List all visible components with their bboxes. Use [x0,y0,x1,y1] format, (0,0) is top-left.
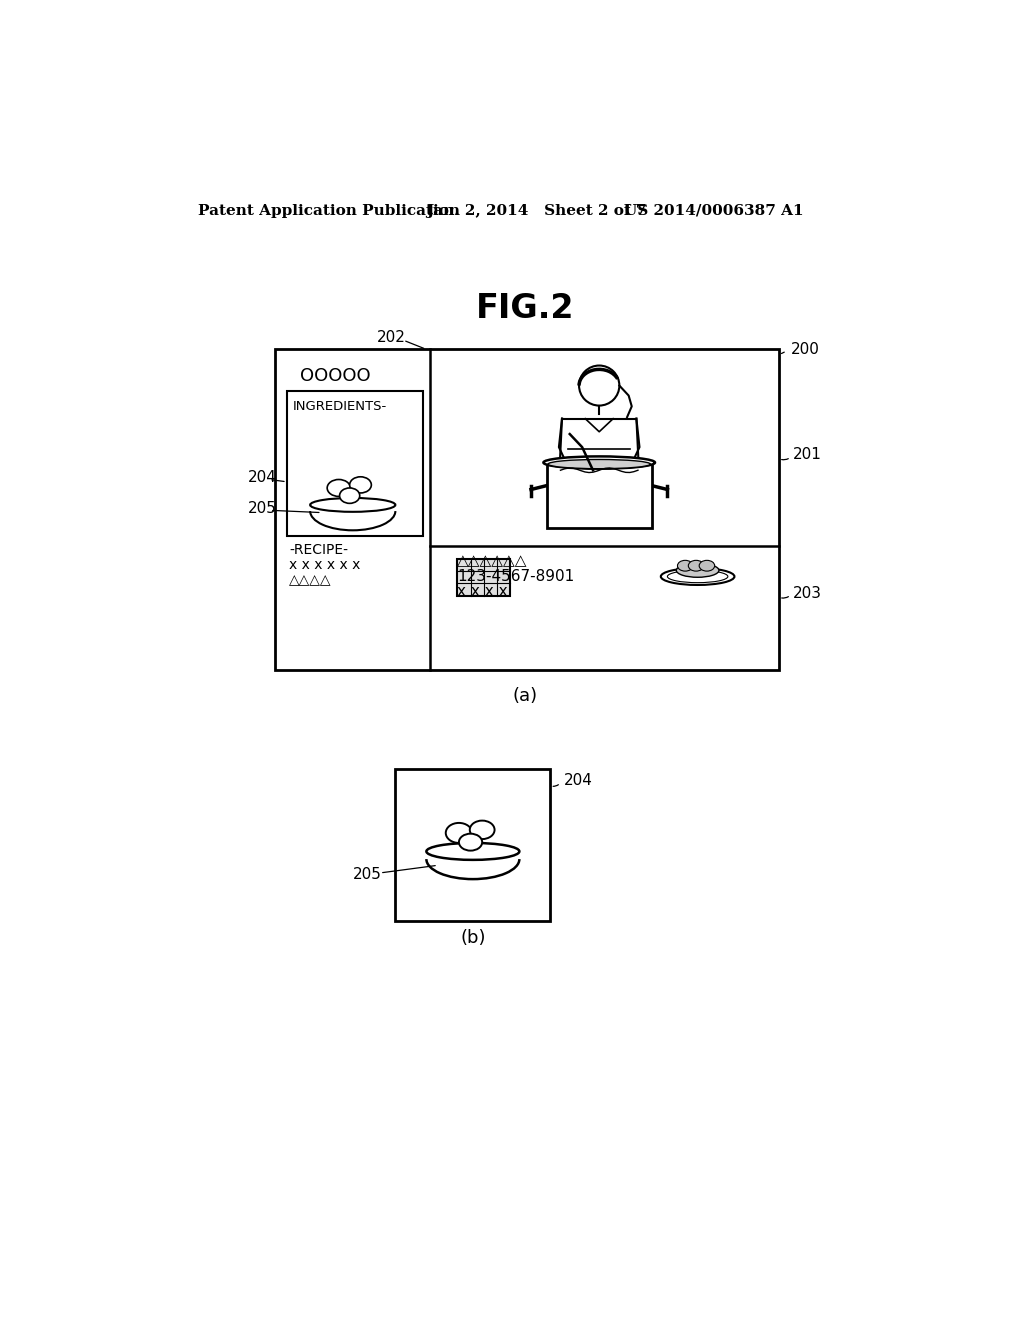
Ellipse shape [459,834,482,850]
Ellipse shape [470,821,495,840]
Bar [395,770,550,921]
Text: OOOOO: OOOOO [300,367,371,384]
Ellipse shape [340,488,359,503]
Text: -RECIPE-: -RECIPE- [289,543,348,557]
Text: US 2014/0006387 A1: US 2014/0006387 A1 [624,203,804,218]
Ellipse shape [349,477,372,492]
Ellipse shape [678,560,693,572]
Text: x x x x x x: x x x x x x [289,558,360,572]
Circle shape [579,366,620,405]
Ellipse shape [544,457,655,469]
Bar [458,558,510,595]
Text: x x x x: x x x x [458,585,508,599]
Ellipse shape [426,843,519,859]
Text: 204: 204 [248,470,278,486]
Text: Jan. 2, 2014   Sheet 2 of 7: Jan. 2, 2014 Sheet 2 of 7 [426,203,647,218]
Text: 202: 202 [377,330,406,345]
Ellipse shape [699,560,715,572]
Bar [287,391,423,536]
Text: Patent Application Publication: Patent Application Publication [198,203,460,218]
Ellipse shape [660,568,734,585]
Ellipse shape [548,459,650,469]
Ellipse shape [668,570,728,582]
Ellipse shape [328,479,350,496]
Bar [547,462,652,528]
Ellipse shape [676,564,719,577]
Text: (b): (b) [460,929,485,946]
Text: △△△△△△: △△△△△△ [458,553,528,568]
Ellipse shape [310,498,395,512]
Text: (a): (a) [512,686,538,705]
Ellipse shape [688,560,703,572]
Text: 205: 205 [248,502,278,516]
Text: 204: 204 [563,774,593,788]
Text: INGREDIENTS-: INGREDIENTS- [292,400,386,413]
Ellipse shape [445,822,472,843]
Text: 201: 201 [793,447,822,462]
Text: 123-4567-8901: 123-4567-8901 [458,569,574,583]
Text: 203: 203 [793,586,822,601]
Bar [275,350,779,671]
Text: 205: 205 [352,867,382,882]
Text: △△△△: △△△△ [289,573,332,587]
Text: 200: 200 [791,342,819,356]
Text: FIG.2: FIG.2 [475,292,574,325]
